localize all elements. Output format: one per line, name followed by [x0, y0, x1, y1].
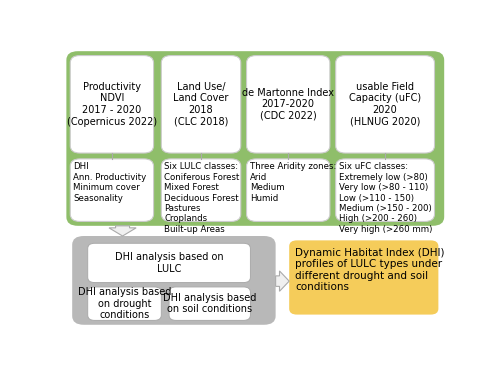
FancyBboxPatch shape	[66, 51, 444, 226]
Text: DHI analysis based on
LULC: DHI analysis based on LULC	[115, 252, 224, 274]
FancyBboxPatch shape	[162, 56, 241, 153]
FancyBboxPatch shape	[336, 56, 434, 153]
Text: de Martonne Index
2017-2020
(CDC 2022): de Martonne Index 2017-2020 (CDC 2022)	[242, 88, 334, 121]
FancyBboxPatch shape	[246, 56, 330, 153]
FancyBboxPatch shape	[336, 159, 434, 222]
Text: DHI
Ann. Productivity
Minimum cover
Seasonality: DHI Ann. Productivity Minimum cover Seas…	[74, 163, 146, 203]
Text: usable Field
Capacity (uFC)
2020
(HLNUG 2020): usable Field Capacity (uFC) 2020 (HLNUG …	[349, 82, 421, 127]
FancyBboxPatch shape	[169, 287, 250, 321]
FancyBboxPatch shape	[72, 236, 276, 325]
FancyBboxPatch shape	[289, 240, 438, 314]
Polygon shape	[276, 271, 289, 291]
FancyBboxPatch shape	[70, 56, 154, 153]
Text: Productivity
NDVI
2017 - 2020
(Copernicus 2022): Productivity NDVI 2017 - 2020 (Copernicu…	[67, 82, 157, 127]
FancyBboxPatch shape	[70, 159, 154, 222]
FancyBboxPatch shape	[162, 159, 241, 222]
Text: Land Use/
Land Cover
2018
(CLC 2018): Land Use/ Land Cover 2018 (CLC 2018)	[174, 82, 229, 127]
FancyBboxPatch shape	[88, 287, 162, 321]
Text: DHI analysis based
on drought
conditions: DHI analysis based on drought conditions	[78, 287, 171, 320]
Text: Six uFC classes:
Extremely low (>80)
Very low (>80 - 110)
Low (>110 - 150)
Mediu: Six uFC classes: Extremely low (>80) Ver…	[339, 163, 432, 234]
FancyBboxPatch shape	[246, 159, 330, 222]
Text: Dynamic Habitat Index (DHI)
profiles of LULC types under
different drought and s: Dynamic Habitat Index (DHI) profiles of …	[295, 248, 444, 293]
Text: Six LULC classes:
Coniferous Forest
Mixed Forest
Deciduous Forest
Pastures
Cropl: Six LULC classes: Coniferous Forest Mixe…	[164, 163, 240, 234]
Polygon shape	[109, 226, 136, 236]
Text: Three Aridity zones:
Arid
Medium
Humid: Three Aridity zones: Arid Medium Humid	[250, 163, 336, 203]
FancyBboxPatch shape	[88, 243, 250, 283]
Text: DHI analysis based
on soil conditions: DHI analysis based on soil conditions	[163, 293, 256, 314]
